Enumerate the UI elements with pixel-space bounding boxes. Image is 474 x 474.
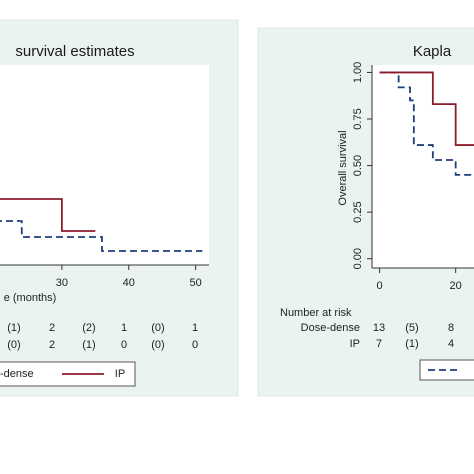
risk-value: 2 bbox=[49, 322, 55, 334]
x-tick-label: 30 bbox=[56, 277, 68, 289]
risk-value: (5) bbox=[405, 322, 418, 334]
risk-value: 8 bbox=[448, 322, 454, 334]
legend-label: -dense bbox=[0, 368, 34, 380]
plot-area bbox=[372, 65, 474, 268]
risk-value: (0) bbox=[7, 339, 20, 351]
risk-value: (1) bbox=[82, 339, 95, 351]
risk-value: (0) bbox=[151, 322, 164, 334]
risk-value: 1 bbox=[192, 322, 198, 334]
risk-value: 0 bbox=[121, 339, 127, 351]
y-tick-label: 1.00 bbox=[352, 62, 364, 83]
risk-value: 2 bbox=[49, 339, 55, 351]
y-tick-label: 0.00 bbox=[352, 248, 364, 269]
risk-value: 4 bbox=[448, 338, 454, 350]
risk-value: (1) bbox=[7, 322, 20, 334]
risk-value: (1) bbox=[405, 338, 418, 350]
risk-value: 7 bbox=[376, 338, 382, 350]
risk-value: 13 bbox=[373, 322, 385, 334]
risk-value: (2) bbox=[82, 322, 95, 334]
risk-value: (0) bbox=[151, 339, 164, 351]
x-tick-label: 0 bbox=[377, 280, 383, 292]
chart-title: Kapla bbox=[413, 43, 452, 60]
risk-value: 0 bbox=[192, 339, 198, 351]
plot-area bbox=[0, 65, 209, 265]
risk-row-name: Dose-dense bbox=[301, 322, 360, 334]
y-tick-label: 0.75 bbox=[352, 108, 364, 129]
y-tick-label: 0.50 bbox=[352, 155, 364, 176]
x-tick-label: 40 bbox=[123, 277, 135, 289]
survival-line bbox=[379, 71, 474, 176]
survival-line bbox=[379, 71, 474, 146]
risk-title: Number at risk bbox=[280, 307, 352, 319]
x-tick-label: 20 bbox=[450, 280, 462, 292]
legend-box bbox=[419, 359, 474, 381]
x-axis-label: e (months) bbox=[4, 292, 57, 304]
survival-line bbox=[0, 198, 96, 232]
x-tick-label: 50 bbox=[190, 277, 202, 289]
y-tick-label: 0.25 bbox=[352, 201, 364, 222]
risk-value: 1 bbox=[121, 322, 127, 334]
risk-row-name: IP bbox=[350, 338, 360, 350]
survival-line bbox=[0, 220, 203, 252]
legend-label: IP bbox=[115, 368, 125, 380]
chart-title: survival estimates bbox=[15, 43, 134, 60]
y-axis-label: Overall survival bbox=[337, 130, 349, 205]
